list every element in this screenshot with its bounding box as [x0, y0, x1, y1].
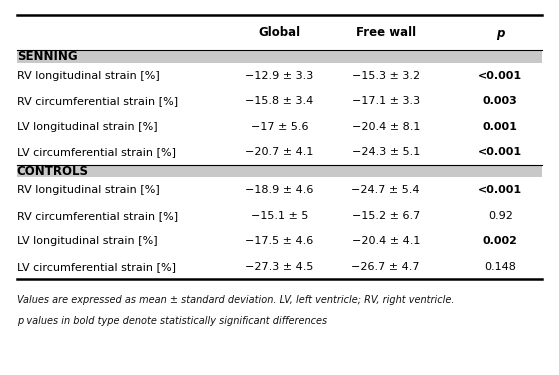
Text: SENNING: SENNING: [17, 50, 77, 63]
Text: −17 ± 5.6: −17 ± 5.6: [251, 122, 308, 132]
Text: Free wall: Free wall: [356, 27, 416, 39]
Text: −20.7 ± 4.1: −20.7 ± 4.1: [245, 147, 314, 157]
Text: −15.1 ± 5: −15.1 ± 5: [251, 211, 308, 220]
Text: <0.001: <0.001: [479, 147, 522, 157]
Text: <0.001: <0.001: [479, 185, 522, 195]
Text: RV circumferential strain [%]: RV circumferential strain [%]: [17, 211, 178, 220]
Text: 0.92: 0.92: [488, 211, 513, 220]
Text: −20.4 ± 8.1: −20.4 ± 8.1: [352, 122, 420, 132]
Text: Global: Global: [258, 27, 301, 39]
Text: RV longitudinal strain [%]: RV longitudinal strain [%]: [17, 185, 159, 195]
Text: LV circumferential strain [%]: LV circumferential strain [%]: [17, 147, 176, 157]
Text: <0.001: <0.001: [479, 71, 522, 81]
Text: 0.001: 0.001: [483, 122, 518, 132]
Text: −20.4 ± 4.1: −20.4 ± 4.1: [352, 236, 420, 246]
Text: 0.148: 0.148: [484, 262, 517, 272]
Text: −18.9 ± 4.6: −18.9 ± 4.6: [245, 185, 314, 195]
Text: −15.3 ± 3.2: −15.3 ± 3.2: [352, 71, 420, 81]
Text: −15.8 ± 3.4: −15.8 ± 3.4: [245, 96, 314, 106]
Text: 0.003: 0.003: [483, 96, 518, 106]
Bar: [17, 51, 542, 63]
Text: LV longitudinal strain [%]: LV longitudinal strain [%]: [17, 122, 158, 132]
Text: −12.9 ± 3.3: −12.9 ± 3.3: [245, 71, 314, 81]
Text: LV longitudinal strain [%]: LV longitudinal strain [%]: [17, 236, 158, 246]
Text: −17.1 ± 3.3: −17.1 ± 3.3: [352, 96, 420, 106]
Text: −15.2 ± 6.7: −15.2 ± 6.7: [352, 211, 420, 220]
Text: −27.3 ± 4.5: −27.3 ± 4.5: [245, 262, 314, 272]
Bar: [17, 165, 542, 177]
Text: −24.3 ± 5.1: −24.3 ± 5.1: [352, 147, 420, 157]
Text: LV circumferential strain [%]: LV circumferential strain [%]: [17, 262, 176, 272]
Text: −26.7 ± 4.7: −26.7 ± 4.7: [352, 262, 420, 272]
Text: RV longitudinal strain [%]: RV longitudinal strain [%]: [17, 71, 159, 81]
Text: −24.7 ± 5.4: −24.7 ± 5.4: [352, 185, 420, 195]
Text: p: p: [496, 27, 504, 39]
Text: RV circumferential strain [%]: RV circumferential strain [%]: [17, 96, 178, 106]
Text: p values in bold type denote statistically significant differences: p values in bold type denote statistical…: [17, 316, 327, 326]
Text: −17.5 ± 4.6: −17.5 ± 4.6: [245, 236, 314, 246]
Text: 0.002: 0.002: [483, 236, 518, 246]
Text: Values are expressed as mean ± standard deviation. LV, left ventricle; RV, right: Values are expressed as mean ± standard …: [17, 295, 454, 305]
Text: CONTROLS: CONTROLS: [17, 165, 89, 178]
